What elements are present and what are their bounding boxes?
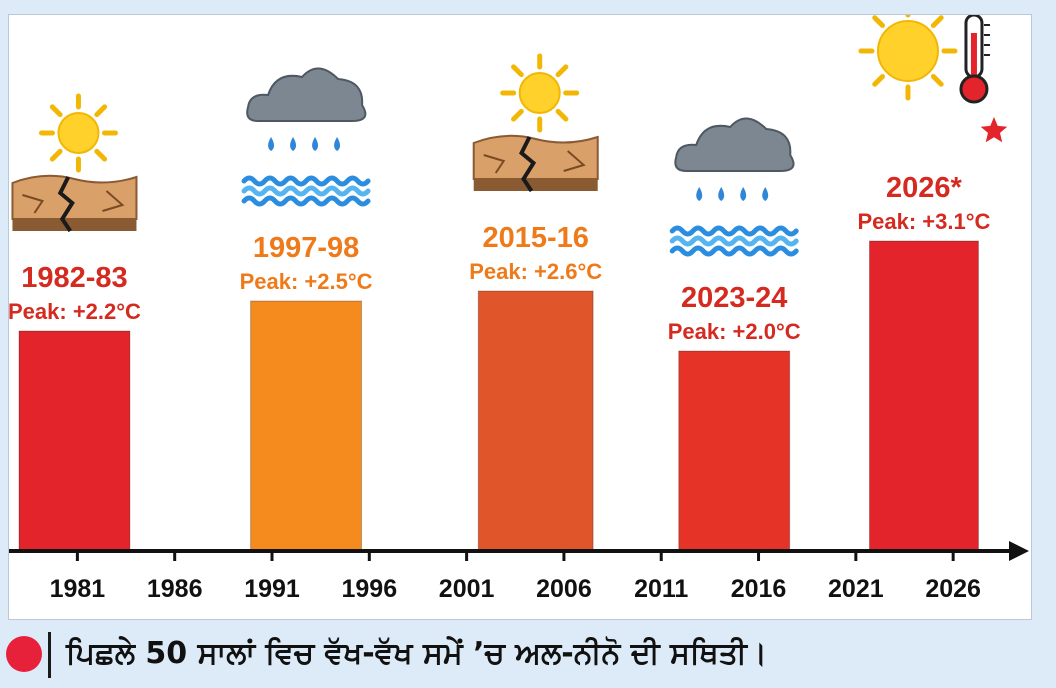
chart-panel: 1982-83 Peak: +2.2°C 1997-98 Peak: +2.5°C 20… — [8, 14, 1032, 620]
bar-period-label: 2026* — [886, 172, 963, 204]
caption-divider — [48, 632, 51, 678]
x-tick-label: 1981 — [50, 575, 106, 603]
el-nino-bar-chart: 1982-83 Peak: +2.2°C 1997-98 Peak: +2.5°C 20… — [9, 15, 1029, 603]
bar-period-label: 2023-24 — [681, 282, 787, 314]
caption-bullet-dot — [6, 636, 42, 672]
bar-peak-label: Peak: +2.2°C — [9, 299, 141, 324]
sun-thermometer-star-icon — [858, 15, 1008, 143]
x-axis-arrow-icon — [1009, 541, 1029, 561]
sun-cracked-earth-icon — [11, 93, 138, 233]
caption-bar: ਪਿਛਲੇ 50 ਸਾਲਾਂ ਵਿਚ ਵੱਖ-ਵੱਖ ਸਮੇਂ ’ਚ ਅਲ-ਨੀ… — [0, 622, 1056, 688]
top-strip — [0, 0, 1056, 14]
bar-period-label: 2015-16 — [482, 222, 588, 254]
x-tick-label: 2001 — [439, 575, 495, 603]
bar-1997-98 — [250, 300, 363, 552]
bar-peak-label: Peak: +2.6°C — [469, 259, 602, 284]
sun-cracked-earth-icon — [472, 53, 599, 193]
x-tick-label: 1991 — [244, 575, 300, 603]
bar-2015-16 — [477, 290, 594, 552]
bar-2026 — [868, 240, 979, 552]
x-tick-label: 2011 — [634, 575, 688, 603]
x-tick-label: 2006 — [536, 575, 592, 603]
bar-peak-label: Peak: +3.1°C — [857, 209, 990, 234]
chart-caption: ਪਿਛਲੇ 50 ਸਾਲਾਂ ਵਿਚ ਵੱਖ-ਵੱਖ ਸਮੇਂ ’ਚ ਅਲ-ਨੀ… — [66, 636, 768, 671]
bar-period-label: 1997-98 — [253, 232, 359, 264]
bar-peak-label: Peak: +2.5°C — [240, 269, 373, 294]
bar-1982-83 — [18, 330, 131, 552]
x-tick-label: 2016 — [731, 575, 787, 603]
x-tick-label: 2026 — [925, 575, 981, 603]
rain-cloud-waves-icon — [669, 117, 799, 257]
bar-2023-24 — [678, 350, 791, 552]
bar-peak-label: Peak: +2.0°C — [668, 319, 801, 344]
x-tick-label: 2021 — [828, 575, 884, 603]
x-tick-label: 1986 — [147, 575, 203, 603]
bar-period-label: 1982-83 — [21, 262, 127, 294]
x-tick-label: 1996 — [341, 575, 397, 603]
rain-cloud-waves-icon — [241, 67, 371, 207]
